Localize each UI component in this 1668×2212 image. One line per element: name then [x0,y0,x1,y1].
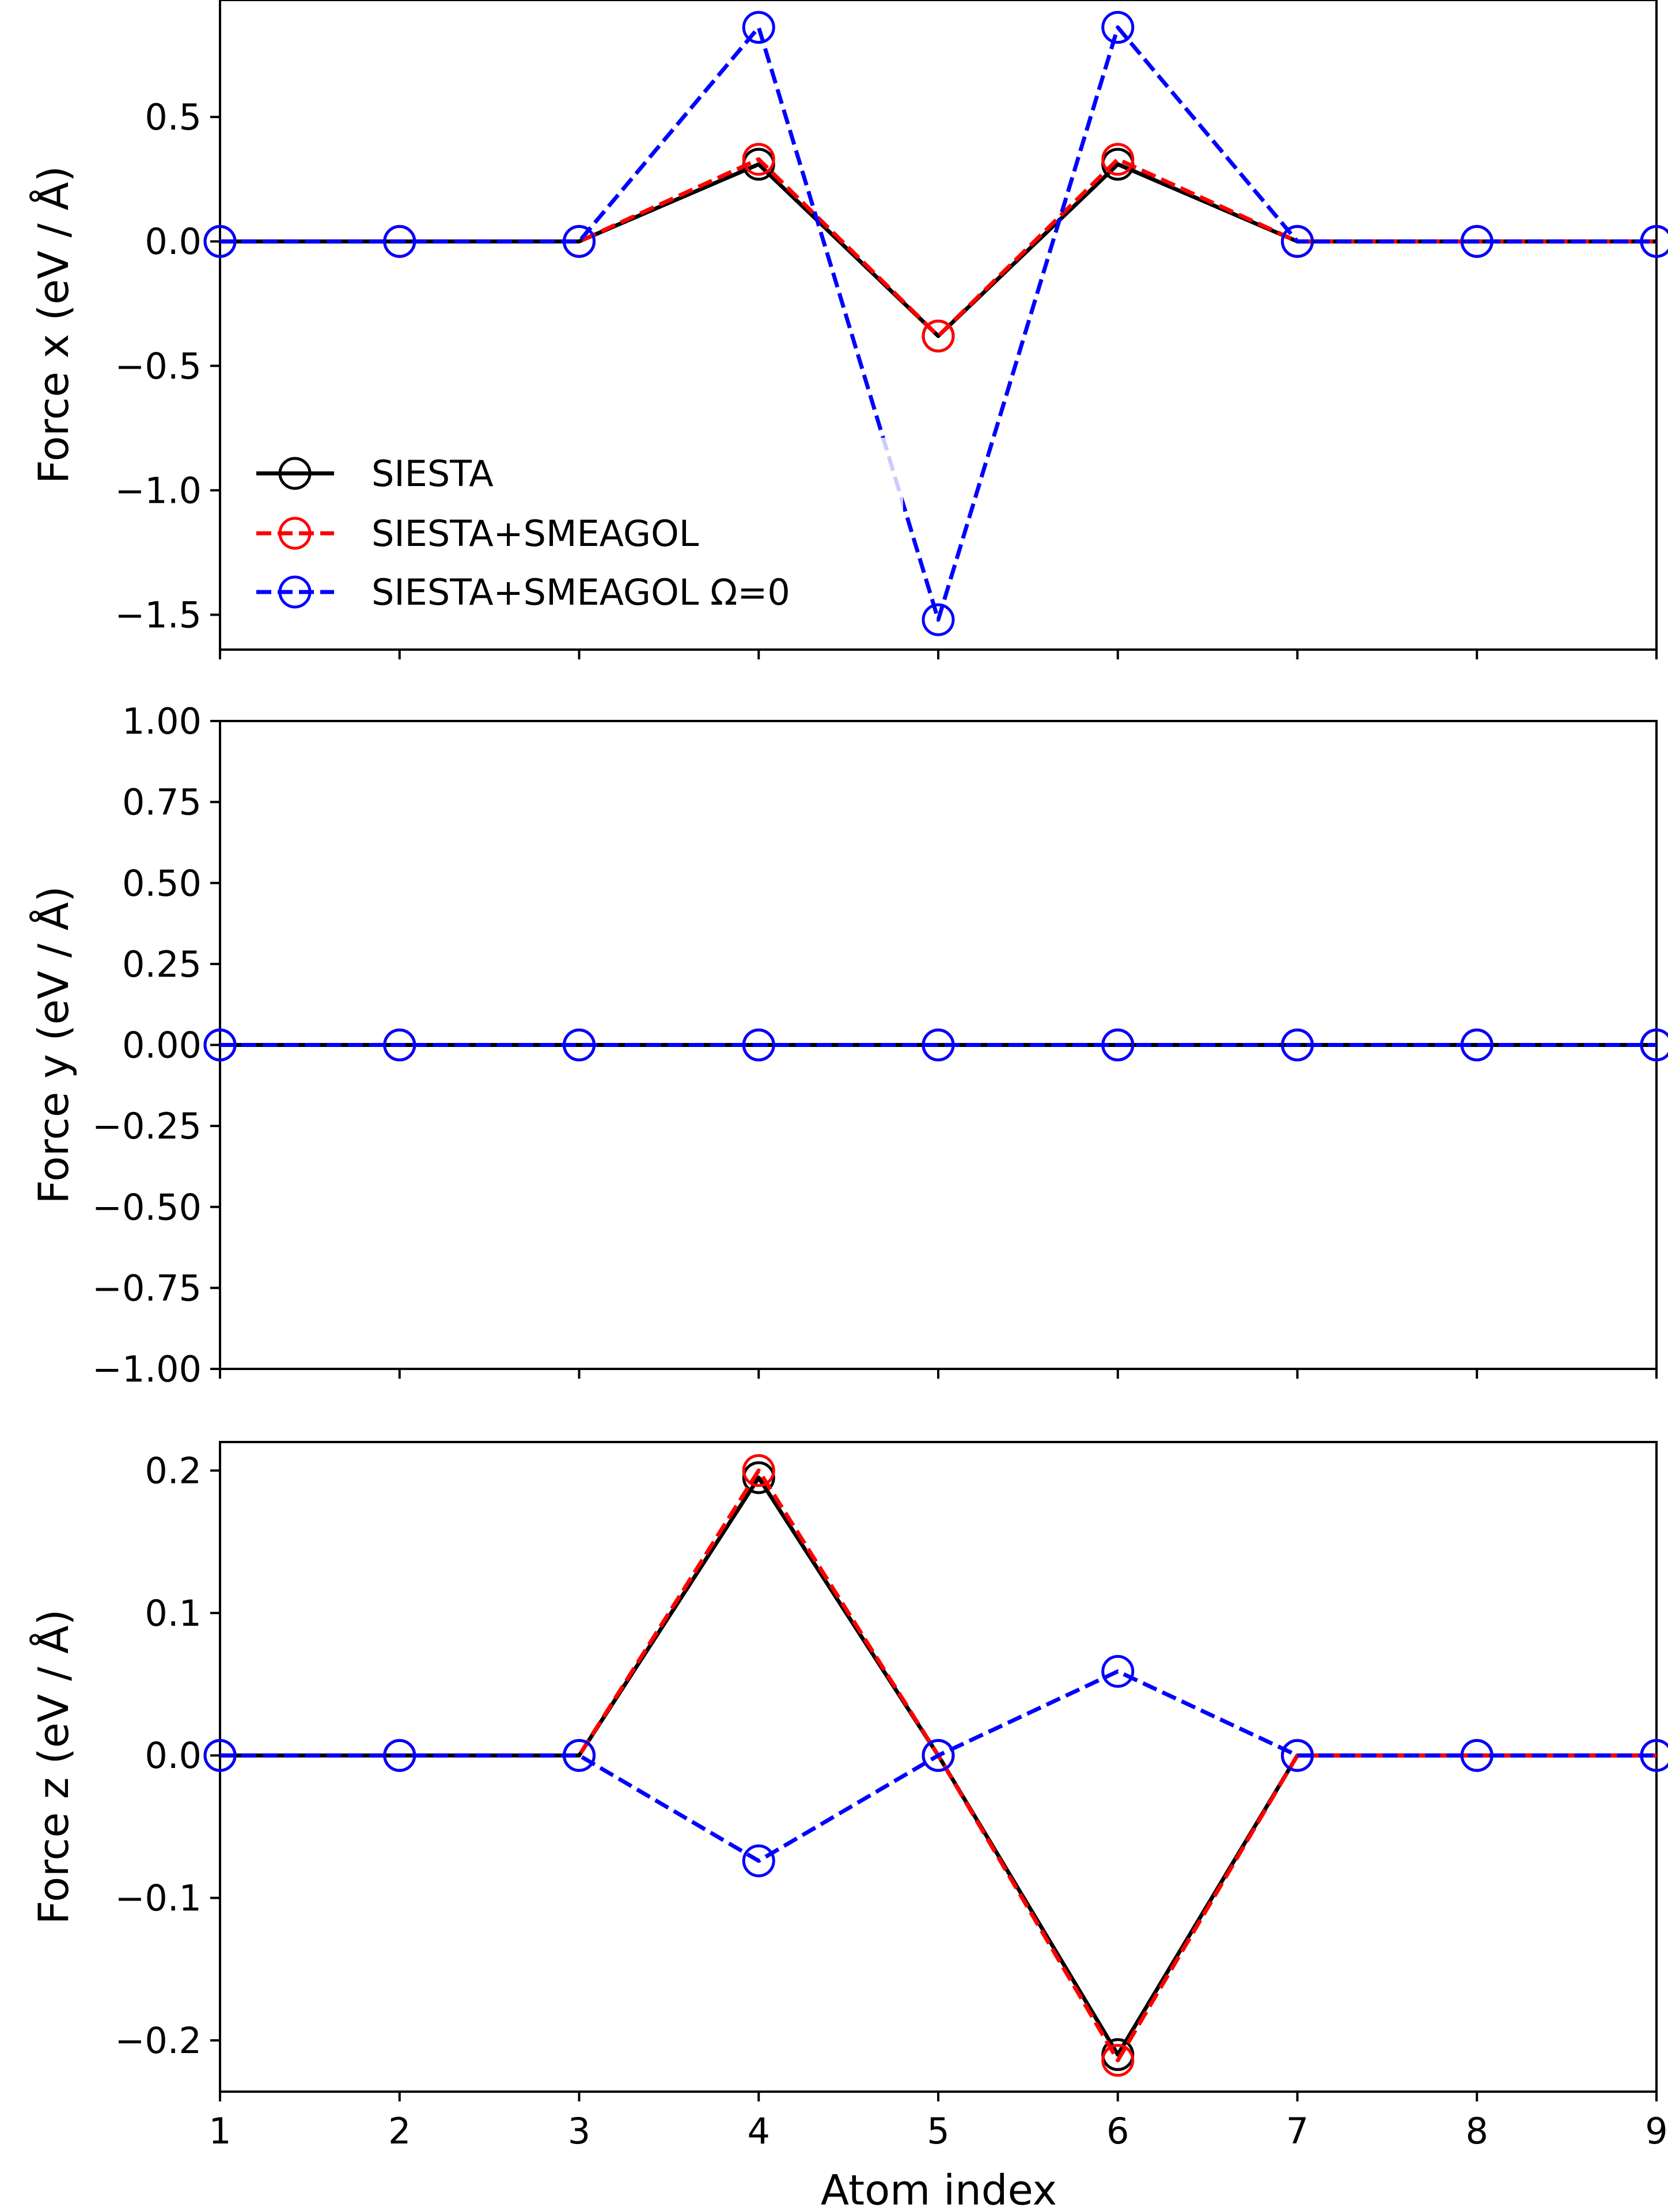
data-point-smeagol-omega0 [1101,1655,1135,1688]
data-point-smeagol-omega0 [1101,11,1135,44]
legend-box [241,438,903,633]
y-axis-label: Force z (eV / Å) [29,1609,78,1924]
plot-frame [219,1441,1658,2093]
x-tick-label: 9 [1645,2110,1667,2152]
data-point-smeagol-omega0 [922,1029,955,1061]
data-point-smeagol-omega0 [922,1739,955,1772]
series-line-siesta [220,1475,1656,2057]
y-tick-label: −1.0 [115,469,202,511]
data-point-smeagol-omega0 [1281,225,1314,258]
data-point-smeagol-omega0 [1640,225,1668,258]
data-point-smeagol-omega0 [922,603,955,636]
y-axis-label: Force y (eV / Å) [29,886,78,1204]
y-tick-label: 0.25 [122,943,202,985]
x-tick-label: 2 [388,2110,411,2152]
panel-force-x: 0.5 0.0 −0.5 −1.0 −1.5 Force x (eV / Å) [29,0,1668,659]
data-point-smeagol-omega0 [1460,1739,1493,1772]
data-point-smeagol [922,319,955,352]
y-tick-label: −1.5 [115,594,202,636]
series-group [203,11,1668,636]
legend-label-smeagol: SIESTA+SMEAGOL [371,513,699,555]
data-point-smeagol-omega0 [383,1029,416,1061]
panel-force-y: 1.00 0.75 0.50 0.25 0.00 −0.25 −0.50 −0.75 −1.00… [29,700,1668,1390]
x-tick-label: 5 [927,2110,949,2152]
y-axis-label: Force x (eV / Å) [29,166,78,484]
legend-label-smeagol-omega0: SIESTA+SMEAGOL Ω=0 [371,571,790,613]
y-tick-label: 0.00 [122,1025,202,1067]
data-point-smeagol-omega0 [1460,225,1493,258]
x-tick-label: 3 [568,2110,590,2152]
data-point-smeagol-omega0 [742,1029,775,1061]
data-point-smeagol-omega0 [383,225,416,258]
data-point-smeagol-omega0 [563,1029,596,1061]
y-tick-label: 1.00 [122,700,202,742]
series-line-smeagol-omega0 [220,25,1656,622]
y-tick-label: −0.25 [92,1105,202,1147]
x-tick-label: 4 [748,2110,770,2152]
y-tick-label: 0.0 [145,221,202,263]
x-tick-label: 8 [1466,2110,1488,2152]
x-tick-label: 1 [208,2110,231,2152]
y-tick-label: 0.2 [145,1450,202,1492]
y-tick-label: −0.1 [115,1877,202,1919]
legend-label-siesta: SIESTA [371,453,494,495]
data-point-smeagol-omega0 [563,1739,596,1772]
series-line-smeagol [220,157,1656,338]
data-point-smeagol-omega0 [1460,1029,1493,1061]
x-axis-label: Atom index [821,2166,1057,2212]
y-tick-label: 0.75 [122,781,202,824]
data-point-smeagol-omega0 [1101,1029,1135,1061]
data-point-smeagol-omega0 [1640,1739,1668,1772]
x-tick-label: 6 [1106,2110,1129,2152]
y-tick-label: 0.0 [145,1735,202,1777]
y-tick-label: 0.50 [122,862,202,904]
data-point-smeagol-omega0 [203,1739,237,1772]
y-tick-label: −0.50 [92,1186,202,1228]
series-line-smeagol-omega0 [220,1669,1656,1863]
legend-marker-smeagol-omega0 [278,575,312,609]
data-point-smeagol [1101,143,1135,176]
data-point-smeagol [742,1454,775,1487]
panel-force-z: 0.2 0.1 0.0 −0.1 −0.2 1 2 3 4 5 6 7 8 9 Force z (eV / … [29,1441,1668,2152]
legend-entry-smeagol: SIESTA+SMEAGOL [256,513,699,555]
data-point-siesta [742,1461,775,1494]
data-point-smeagol-omega0 [203,225,237,258]
legend: SIESTA SIESTA+SMEAGOL SIESTA+SMEAGOL Ω=0 [241,438,903,633]
series-group [203,1454,1668,2077]
y-tick-label: 0.5 [145,96,202,138]
legend-marker-siesta [278,457,312,490]
legend-entry-smeagol-omega0: SIESTA+SMEAGOL Ω=0 [256,571,790,613]
legend-marker-smeagol [278,517,312,550]
y-tick-label: −1.00 [92,1348,202,1390]
y-tick-label: −0.5 [115,345,202,387]
data-point-smeagol-omega0 [563,225,596,258]
y-tick-label: −0.2 [115,2020,202,2062]
y-tick-label: 0.1 [145,1592,202,1634]
data-point-smeagol-omega0 [383,1739,416,1772]
data-point-smeagol [1101,2044,1135,2077]
data-point-smeagol [742,143,775,176]
legend-entry-siesta: SIESTA [256,453,494,495]
x-tick-label: 7 [1286,2110,1309,2152]
series-group [203,1029,1668,1061]
series-line-smeagol [220,1468,1656,2063]
data-point-smeagol-omega0 [742,1844,775,1877]
series-line-siesta [220,162,1656,338]
data-point-smeagol-omega0 [1281,1739,1314,1772]
y-tick-label: −0.75 [92,1267,202,1309]
data-point-smeagol-omega0 [742,11,775,44]
data-point-smeagol-omega0 [1281,1029,1314,1061]
data-point-smeagol-omega0 [203,1029,237,1061]
data-point-smeagol-omega0 [1640,1029,1668,1061]
